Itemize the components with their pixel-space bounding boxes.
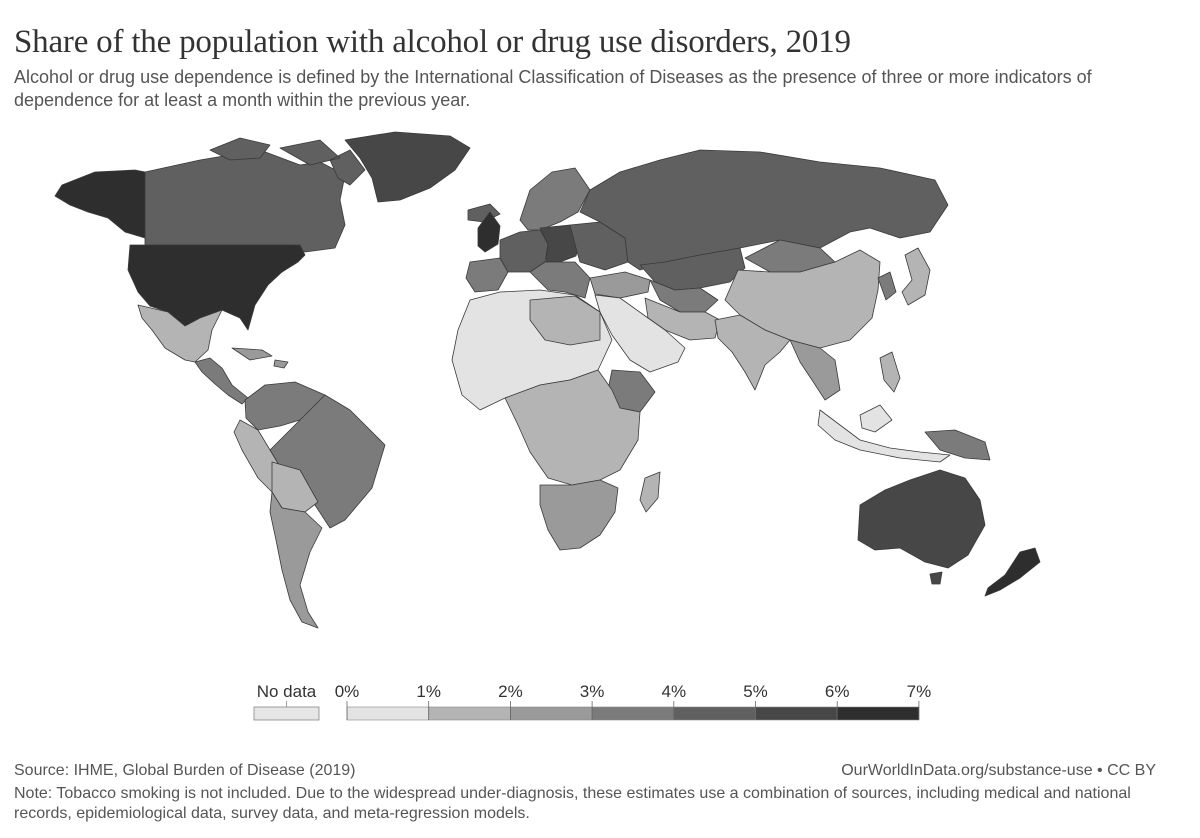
- map-region-madagascar[interactable]: [639, 471, 661, 513]
- legend-bin-0[interactable]: [346, 706, 429, 721]
- legend-bin-1[interactable]: [428, 706, 511, 721]
- map-region-alaska[interactable]: [54, 169, 146, 239]
- map-region-indonesia[interactable]: [817, 404, 951, 463]
- legend-no-data-label: No data: [257, 682, 317, 701]
- legend-bin-2[interactable]: [510, 706, 593, 721]
- map-region-papua-new-guinea[interactable]: [924, 429, 991, 461]
- map-legend: No data 0% 1% 2% 3% 4% 5% 6% 7%: [253, 682, 932, 721]
- map-region-philippines[interactable]: [879, 351, 901, 393]
- source-link[interactable]: OurWorldInData.org/substance-use • CC BY: [841, 762, 1156, 779]
- map-region-greenland[interactable]: [344, 131, 471, 203]
- map-region-australia[interactable]: [857, 469, 986, 569]
- map-region-canada-islands[interactable]: [209, 137, 366, 186]
- map-region-uk-ireland[interactable]: [477, 211, 501, 253]
- legend-tick-label-1: 1%: [416, 682, 441, 701]
- footnote: Note: Tobacco smoking is not included. D…: [14, 785, 1131, 822]
- map-region-japan[interactable]: [901, 247, 931, 306]
- chart-title: Share of the population with alcohol or …: [14, 24, 851, 60]
- map-region-turkey-caucasus[interactable]: [589, 271, 651, 299]
- legend-tick-label-7: 7%: [907, 682, 932, 701]
- map-region-mexico[interactable]: [137, 304, 223, 363]
- map-region-central-america[interactable]: [194, 357, 249, 405]
- map-region-italy-balkans[interactable]: [529, 261, 591, 299]
- map-region-southern-africa[interactable]: [539, 479, 619, 551]
- map-region-scandinavia[interactable]: [519, 167, 591, 231]
- map-region-tasmania[interactable]: [929, 571, 943, 585]
- map-region-russia[interactable]: [579, 149, 949, 271]
- legend-tick-label-4: 4%: [662, 682, 687, 701]
- legend-bin-5[interactable]: [755, 706, 838, 721]
- world-map: [54, 131, 1041, 629]
- map-region-southeast-asia[interactable]: [789, 339, 841, 401]
- legend-no-data-swatch[interactable]: [253, 706, 320, 721]
- map-region-middle-east[interactable]: [594, 294, 686, 373]
- legend-bin-6[interactable]: [836, 706, 920, 721]
- map-region-central-asia[interactable]: [649, 279, 719, 313]
- legend-bin-3[interactable]: [591, 706, 675, 721]
- map-region-new-zealand[interactable]: [984, 547, 1041, 597]
- map-region-india[interactable]: [714, 314, 791, 391]
- map-region-central-africa[interactable]: [504, 369, 641, 486]
- legend-tick-label-3: 3%: [580, 682, 605, 701]
- map-region-iberia[interactable]: [465, 257, 509, 293]
- legend-tick-label-2: 2%: [498, 682, 523, 701]
- source-note: Source: IHME, Global Burden of Disease (…: [14, 762, 356, 779]
- map-region-united-states[interactable]: [127, 244, 306, 331]
- legend-tick-label-6: 6%: [825, 682, 850, 701]
- map-region-canada[interactable]: [144, 149, 346, 253]
- map-region-caribbean[interactable]: [231, 347, 289, 369]
- legend-tick-label-5: 5%: [743, 682, 768, 701]
- map-region-argentina-chile[interactable]: [269, 491, 323, 629]
- chart-subtitle: Alcohol or drug use dependence is define…: [14, 67, 1092, 110]
- map-region-libya-egypt[interactable]: [529, 295, 601, 346]
- legend-tick-label-0: 0%: [335, 682, 360, 701]
- map-region-korea[interactable]: [877, 271, 897, 301]
- legend-bin-4[interactable]: [673, 706, 756, 721]
